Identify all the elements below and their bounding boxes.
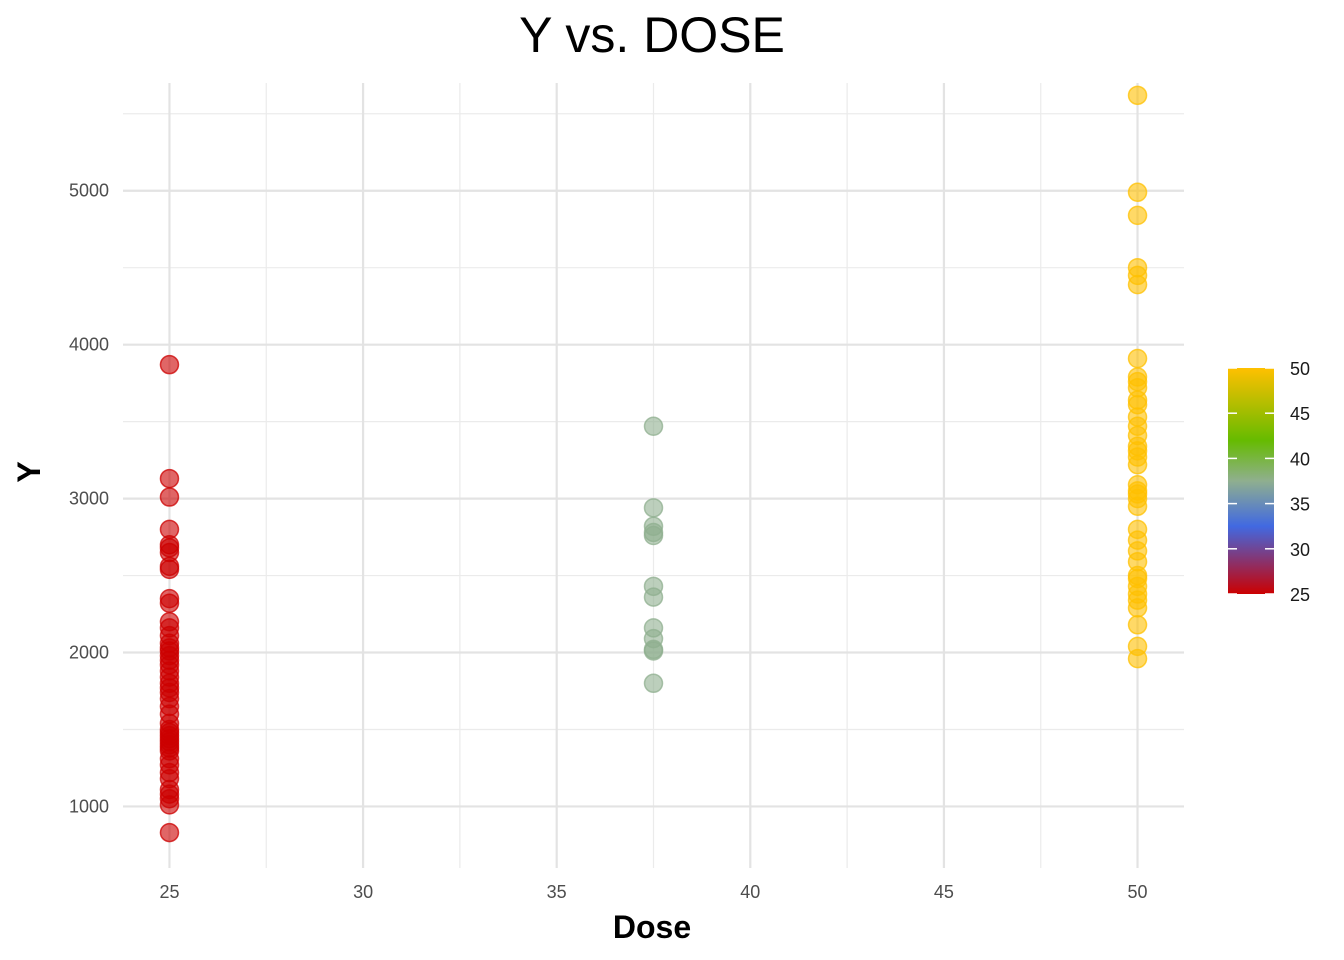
data-point <box>1127 648 1148 669</box>
data-point <box>159 559 180 580</box>
y-tick-label: 1000 <box>69 796 109 816</box>
data-point <box>643 673 664 694</box>
colorbar-tick-label: 50 <box>1290 359 1310 379</box>
data-point <box>1127 348 1148 369</box>
data-point <box>643 498 664 518</box>
data-point <box>1127 182 1148 203</box>
colorbar-tick-label: 30 <box>1290 540 1310 560</box>
data-point <box>1127 274 1148 295</box>
x-tick-label: 25 <box>159 882 179 902</box>
data-point <box>159 354 180 375</box>
colorbar <box>1228 368 1274 594</box>
data-point <box>159 468 180 489</box>
y-tick-label: 3000 <box>69 489 109 509</box>
data-point <box>1127 615 1148 635</box>
data-point <box>159 822 180 843</box>
x-tick-label: 50 <box>1128 882 1148 902</box>
data-points <box>159 85 1148 843</box>
data-point <box>643 416 664 436</box>
colorbar-tick-label: 35 <box>1290 495 1310 515</box>
tick-labels: 25 30 35 40 45 50 1000 2000 3000 4000 5000 <box>69 181 1148 902</box>
chart-title: Y vs. DOSE <box>519 7 785 63</box>
x-tick-label: 35 <box>547 882 567 902</box>
data-point <box>1127 454 1148 475</box>
data-point <box>1127 205 1148 226</box>
data-point <box>643 641 664 661</box>
data-point <box>159 593 180 614</box>
x-tick-label: 30 <box>353 882 373 902</box>
colorbar-tick-label: 25 <box>1290 585 1310 605</box>
data-point <box>643 525 664 546</box>
data-point <box>643 587 664 607</box>
y-tick-label: 5000 <box>69 181 109 201</box>
y-tick-label: 4000 <box>69 335 109 355</box>
colorbar-tick-label: 40 <box>1290 449 1310 469</box>
x-axis-title: Dose <box>613 909 691 945</box>
data-point <box>1127 85 1148 106</box>
data-point <box>1127 496 1148 517</box>
x-tick-label: 45 <box>934 882 954 902</box>
y-tick-label: 2000 <box>69 643 109 663</box>
x-tick-label: 40 <box>740 882 760 902</box>
y-axis-title: Y <box>11 461 47 482</box>
colorbar-tick-label: 45 <box>1290 404 1310 424</box>
grid-lines <box>123 83 1184 868</box>
data-point <box>1127 598 1148 618</box>
data-point <box>159 487 180 507</box>
data-point <box>159 795 180 815</box>
color-legend: 25 30 35 40 45 50 <box>1228 359 1310 605</box>
